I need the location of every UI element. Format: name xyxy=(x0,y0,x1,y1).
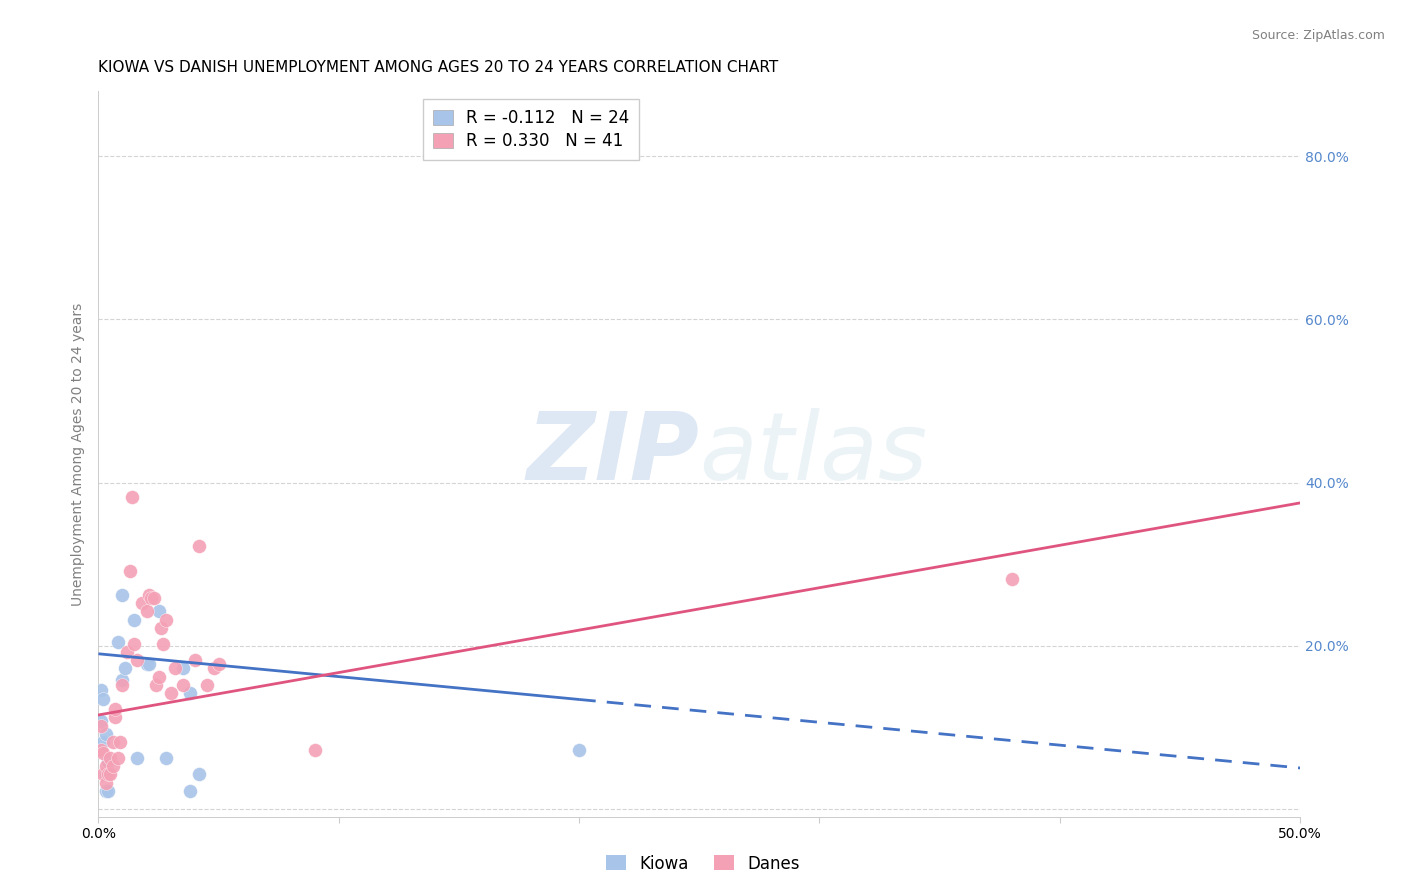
Point xyxy=(117,645,139,659)
Point xyxy=(195,678,218,692)
Y-axis label: Unemployment Among Ages 20 to 24 years: Unemployment Among Ages 20 to 24 years xyxy=(72,302,86,606)
Point xyxy=(138,588,160,602)
Point xyxy=(145,678,167,692)
Point xyxy=(159,686,181,700)
Point xyxy=(111,678,134,692)
Point xyxy=(188,767,211,781)
Point xyxy=(101,735,124,749)
Point xyxy=(207,657,229,671)
Point xyxy=(104,702,127,716)
Point xyxy=(107,634,129,648)
Point xyxy=(135,657,157,671)
Point xyxy=(155,751,177,765)
Point xyxy=(118,564,141,578)
Point xyxy=(202,661,225,675)
Point xyxy=(91,735,114,749)
Point xyxy=(94,759,117,773)
Point xyxy=(91,691,114,706)
Point xyxy=(94,767,117,781)
Point xyxy=(304,743,326,757)
Point xyxy=(179,784,201,798)
Point xyxy=(131,596,153,610)
Point xyxy=(90,714,112,728)
Point xyxy=(155,613,177,627)
Text: Source: ZipAtlas.com: Source: ZipAtlas.com xyxy=(1251,29,1385,43)
Point xyxy=(179,686,201,700)
Point xyxy=(138,657,160,671)
Point xyxy=(165,661,187,675)
Text: atlas: atlas xyxy=(699,409,928,500)
Point xyxy=(94,775,117,789)
Legend: Kiowa, Danes: Kiowa, Danes xyxy=(599,848,807,880)
Point xyxy=(141,591,163,606)
Point xyxy=(111,673,134,687)
Point xyxy=(188,539,211,553)
Point xyxy=(91,767,114,781)
Point xyxy=(104,710,127,724)
Point xyxy=(111,588,134,602)
Point xyxy=(142,591,165,606)
Point xyxy=(97,755,120,769)
Point xyxy=(124,613,146,627)
Point xyxy=(568,743,591,757)
Point xyxy=(149,621,172,635)
Point xyxy=(94,784,117,798)
Point xyxy=(101,759,124,773)
Point xyxy=(107,751,129,765)
Point xyxy=(90,718,112,732)
Point xyxy=(90,743,112,757)
Point xyxy=(1001,572,1024,586)
Point xyxy=(152,637,174,651)
Point xyxy=(90,683,112,698)
Point xyxy=(100,767,122,781)
Point xyxy=(148,604,170,618)
Point xyxy=(121,490,143,504)
Point xyxy=(125,653,148,667)
Text: ZIP: ZIP xyxy=(526,408,699,500)
Point xyxy=(100,751,122,765)
Point xyxy=(135,604,157,618)
Point xyxy=(172,661,194,675)
Legend: R = -0.112   N = 24, R = 0.330   N = 41: R = -0.112 N = 24, R = 0.330 N = 41 xyxy=(423,99,640,161)
Point xyxy=(124,637,146,651)
Point xyxy=(91,746,114,760)
Point xyxy=(94,727,117,741)
Text: KIOWA VS DANISH UNEMPLOYMENT AMONG AGES 20 TO 24 YEARS CORRELATION CHART: KIOWA VS DANISH UNEMPLOYMENT AMONG AGES … xyxy=(98,60,779,75)
Point xyxy=(97,784,120,798)
Point xyxy=(148,670,170,684)
Point xyxy=(125,751,148,765)
Point xyxy=(114,661,136,675)
Point xyxy=(172,678,194,692)
Point xyxy=(183,653,205,667)
Point xyxy=(97,767,120,781)
Point xyxy=(108,735,131,749)
